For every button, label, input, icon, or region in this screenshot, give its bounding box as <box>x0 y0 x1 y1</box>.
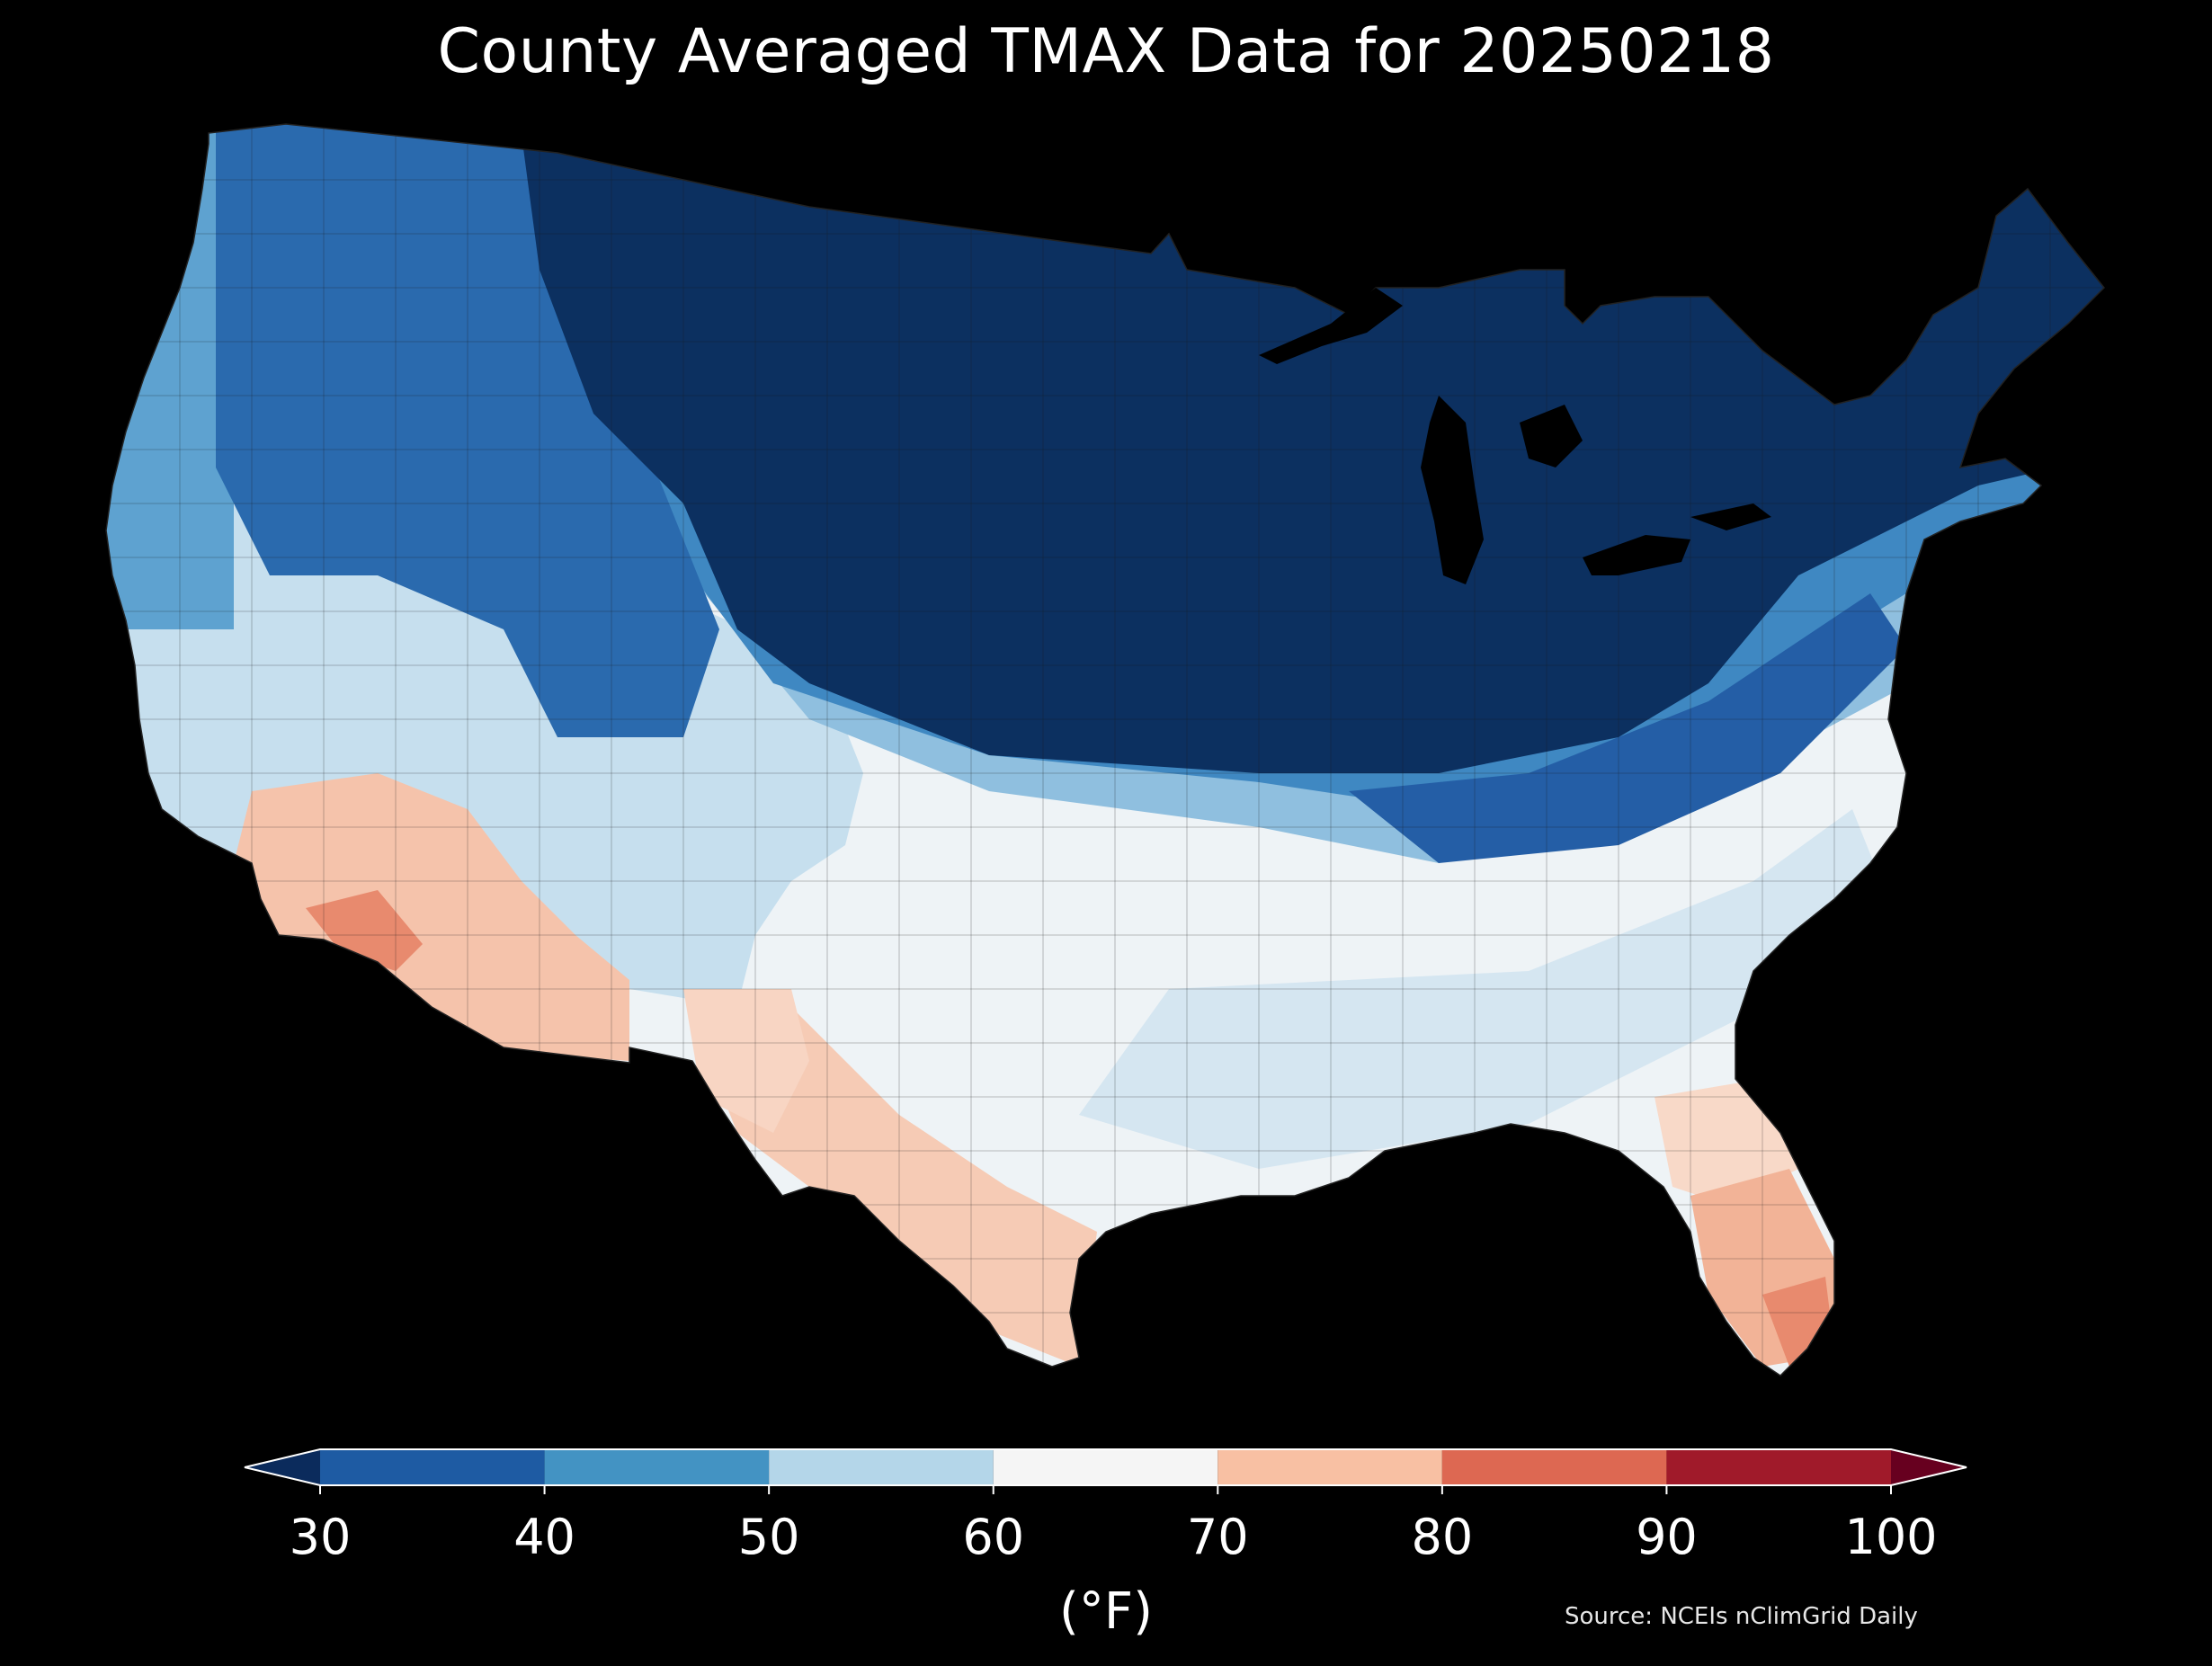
region-south-florida <box>1690 1169 1843 1367</box>
colorbar-tick-label: 50 <box>737 1509 800 1565</box>
great-lakes <box>1259 288 1771 584</box>
region-southwest-desert <box>234 773 629 1061</box>
colorbar-tick-label: 100 <box>1844 1509 1938 1565</box>
map-title: County Averaged TMAX Data for 20250218 <box>437 16 1775 87</box>
colorbar-bin-90-100 <box>1666 1449 1891 1485</box>
region-ohio-valley-band <box>1349 593 1906 863</box>
colorbar-under-arrow <box>245 1449 320 1485</box>
region-texas-west <box>683 989 809 1133</box>
colorbar-tick-label: 80 <box>1411 1509 1474 1565</box>
colorbar-tick-label: 40 <box>513 1509 575 1565</box>
source-credit: Source: NCEIs nClimGrid Daily <box>1565 1603 1918 1630</box>
colorbar-bin-30-40 <box>320 1449 545 1485</box>
colorbar-bin-60-70 <box>993 1449 1218 1485</box>
colorbar-tick-label: 90 <box>1636 1509 1698 1565</box>
colorbar-tick-label: 70 <box>1186 1509 1249 1565</box>
colorbar-bin-70-80 <box>1217 1449 1442 1485</box>
colorbar <box>244 1448 1967 1494</box>
colorbar-tick-label: 60 <box>962 1509 1025 1565</box>
colorbar-bin-80-90 <box>1441 1449 1667 1485</box>
region-lower-colorado-river <box>306 890 423 971</box>
colorbar-unit-label: (°F) <box>1059 1582 1153 1641</box>
region-pacific-coast-north <box>106 124 234 629</box>
colorbar-tick-label: 30 <box>289 1509 352 1565</box>
colorbar-bin-50-60 <box>769 1449 994 1485</box>
region-southeast-cooler <box>1079 809 1888 1169</box>
colorbar-bin-40-50 <box>544 1449 770 1485</box>
colorbar-over-arrow <box>1891 1449 1967 1485</box>
region-south-texas <box>701 1007 1097 1367</box>
